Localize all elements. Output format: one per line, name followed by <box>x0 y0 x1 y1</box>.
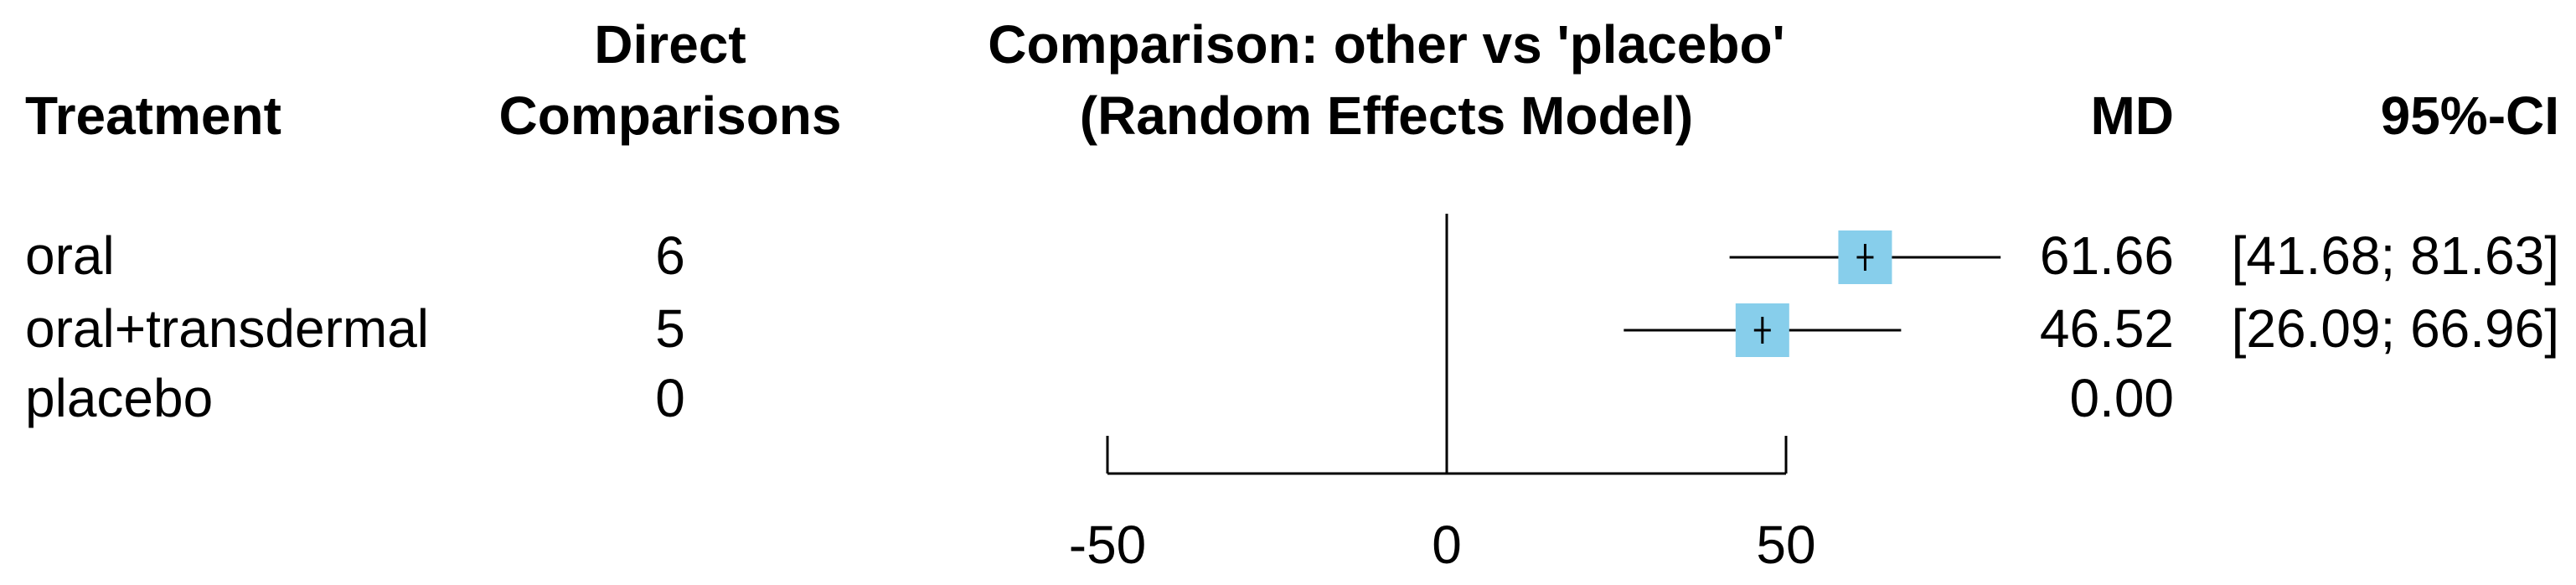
row-md-value: 0.00 <box>2069 368 2174 428</box>
row-md-value: 61.66 <box>2040 225 2174 286</box>
row-direct-count: 0 <box>655 368 685 428</box>
row-direct-count: 5 <box>655 298 685 359</box>
row-treatment-label: placebo <box>25 368 213 428</box>
row-md-value: 46.52 <box>2040 298 2174 359</box>
plot-area: -50 0 50 <box>1069 214 2001 575</box>
header-direct-line2: Comparisons <box>499 85 842 146</box>
row-treatment-label: oral <box>25 225 115 286</box>
row-ci-value: [26.09; 66.96] <box>2232 298 2559 359</box>
header-treatment: Treatment <box>25 85 281 146</box>
header-ci: 95%-CI <box>2381 85 2559 146</box>
table-rows: oral 6 61.66 [41.68; 81.63] oral+transdermal… <box>25 225 2559 428</box>
header-md: MD <box>2090 85 2174 146</box>
x-tick-label: 50 <box>1756 515 1815 575</box>
row-treatment-label: oral+transdermal <box>25 298 429 359</box>
chart-subtitle: (Random Effects Model) <box>1080 85 1693 146</box>
row-direct-count: 6 <box>655 225 685 286</box>
header-direct-line1: Direct <box>594 14 746 75</box>
row-ci-value: [41.68; 81.63] <box>2232 225 2559 286</box>
chart-title: Comparison: other vs 'placebo' <box>988 14 1785 75</box>
x-tick-label: 0 <box>1432 515 1462 575</box>
x-tick-label: -50 <box>1069 515 1147 575</box>
